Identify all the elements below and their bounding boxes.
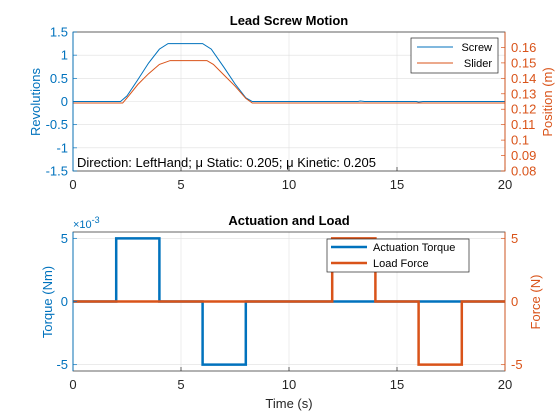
top-plot-right-axis-label: Position (m) [540, 67, 555, 136]
bottom-right-tick-label: -5 [511, 357, 523, 372]
top-x-tick-label: 20 [498, 177, 512, 192]
top-plot-left-axis-label: Revolutions [28, 68, 43, 136]
bottom-x-tick-label: 10 [282, 377, 296, 392]
series-line-slider [73, 60, 505, 104]
bottom-plot-x-axis-label: Time (s) [265, 396, 312, 411]
bottom-plot-ticks: 0 5 10 15 20-505-505 [56, 231, 522, 392]
top-x-tick-label: 15 [390, 177, 404, 192]
top-right-tick-label: 0.11 [511, 117, 535, 132]
top-left-tick-label: 0.5 [50, 71, 68, 86]
bottom-left-tick-label: 0 [61, 294, 68, 309]
legend-label-actuation-torque: Actuation Torque [373, 242, 455, 254]
bottom-plot-legend: Actuation Torque Load Force [326, 238, 470, 273]
top-right-tick-label: 0.1 [511, 133, 529, 148]
legend-label-slider: Slider [464, 58, 492, 70]
bottom-x-tick-label: 0 [69, 377, 76, 392]
top-left-tick-label: 1 [61, 48, 68, 63]
top-left-tick-label: 1.5 [50, 25, 68, 40]
top-right-tick-label: 0.12 [511, 102, 536, 117]
top-plot-annotation: Direction: LeftHand; μ Static: 0.205; μ … [77, 155, 376, 170]
series-line-screw [73, 43, 505, 103]
top-plot-series [73, 43, 505, 104]
top-left-tick-label: 0 [61, 94, 68, 109]
top-plot-legend: Screw Slider [410, 37, 499, 74]
top-right-tick-label: 0.09 [511, 148, 536, 163]
top-left-tick-label: -1.5 [46, 164, 68, 179]
top-right-tick-label: 0.16 [511, 40, 536, 55]
bottom-left-tick-label: 5 [61, 231, 68, 246]
top-x-tick-label: 10 [282, 177, 296, 192]
bottom-x-tick-label: 15 [390, 377, 404, 392]
top-plot-ticks: 0 5 10 15 20-1.5-1-0.500.511.50.080.090.10.1… [46, 25, 537, 193]
top-plot-title: Lead Screw Motion [230, 13, 349, 28]
top-left-tick-label: -0.5 [46, 117, 68, 132]
bottom-plot-title: Actuation and Load [228, 213, 349, 228]
bottom-plot-right-axis-label: Force (N) [528, 275, 543, 330]
legend-label-load-force: Load Force [373, 258, 429, 270]
top-plot-legend-box [410, 37, 499, 74]
legend-label-screw: Screw [461, 42, 492, 54]
top-left-tick-label: -1 [56, 140, 68, 155]
top-right-tick-label: 0.14 [511, 71, 536, 86]
top-x-tick-label: 5 [177, 177, 184, 192]
top-right-tick-label: 0.15 [511, 55, 536, 70]
bottom-plot-left-axis-label: Torque (Nm) [40, 266, 55, 338]
top-right-tick-label: 0.13 [511, 86, 536, 101]
bottom-plot-legend-box [326, 238, 470, 273]
bottom-x-tick-label: 5 [177, 377, 184, 392]
bottom-right-tick-label: 0 [511, 294, 518, 309]
top-plot: 0 5 10 15 20-1.5-1-0.500.511.50.080.090.10.1… [28, 13, 555, 192]
top-x-tick-label: 0 [69, 177, 76, 192]
bottom-plot: 0 5 10 15 20-505-505 Actuation and Load Time… [40, 213, 543, 411]
bottom-left-tick-label: -5 [56, 357, 68, 372]
top-right-tick-label: 0.08 [511, 164, 536, 179]
bottom-right-tick-label: 5 [511, 231, 518, 246]
bottom-x-tick-label: 20 [498, 377, 512, 392]
